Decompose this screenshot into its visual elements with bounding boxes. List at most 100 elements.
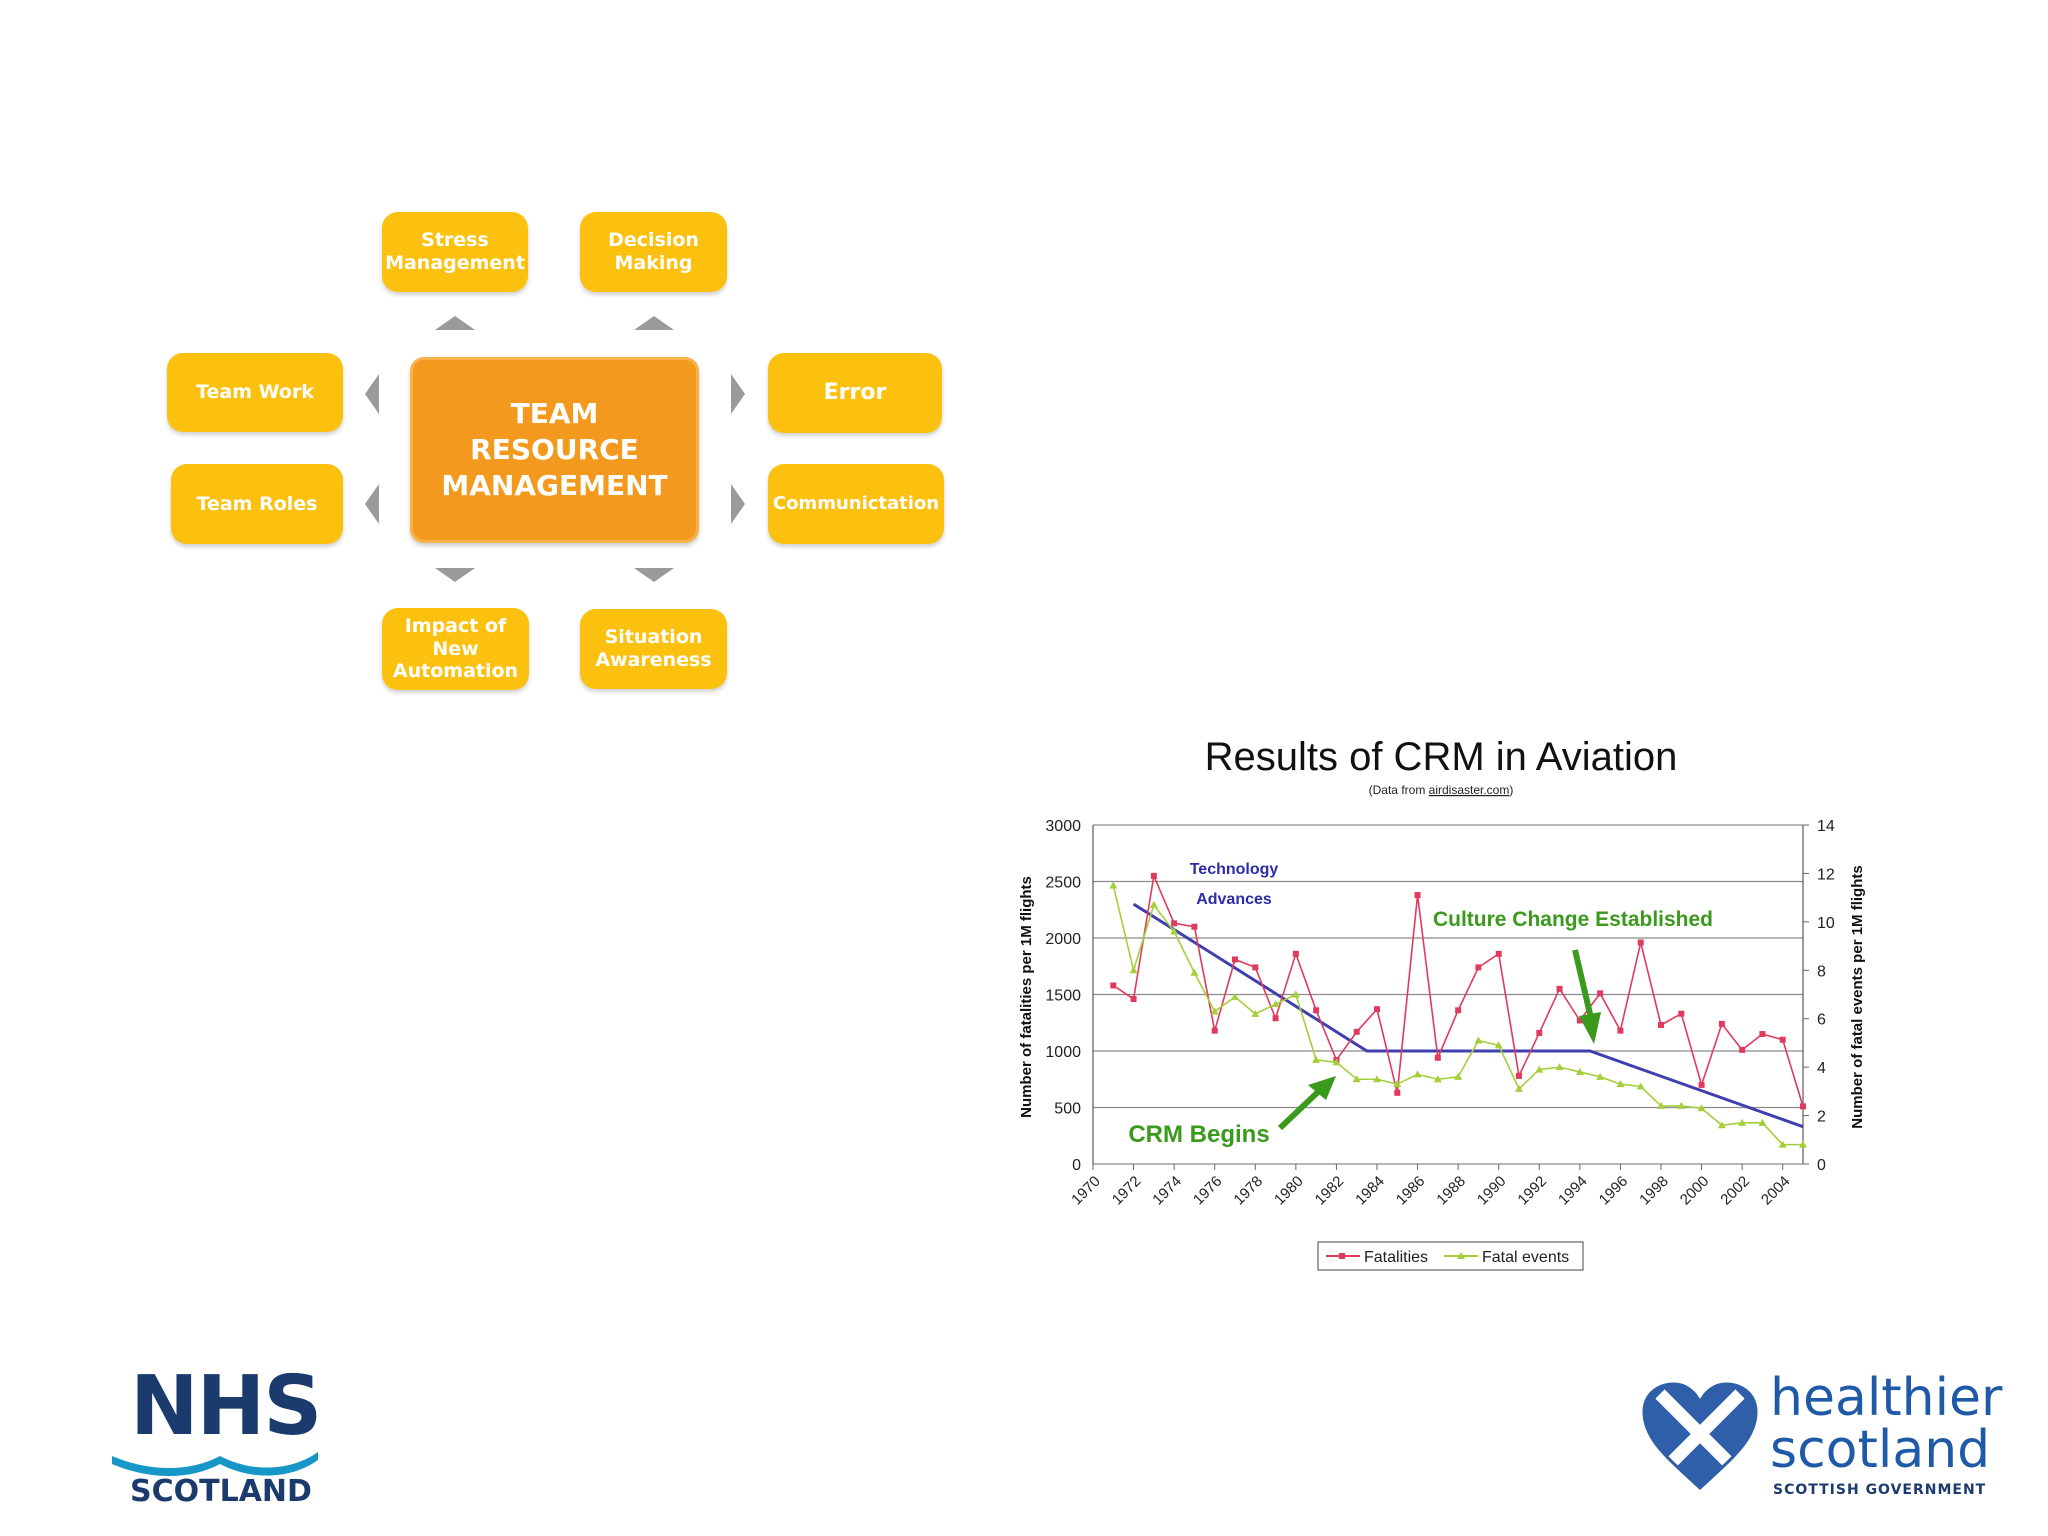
chart-legend: Fatalities Fatal events — [1317, 1241, 1584, 1271]
data-point — [1272, 1015, 1279, 1022]
data-point — [1576, 1017, 1583, 1024]
data-point — [1373, 1075, 1381, 1083]
data-point — [1110, 982, 1117, 989]
x-tick-label: 1982 — [1312, 1173, 1348, 1209]
data-point — [1718, 1020, 1725, 1027]
y2-tick-label: 0 — [1817, 1157, 1826, 1174]
arrow-up-icon — [634, 316, 674, 330]
legend-fatal-events: Fatal events — [1482, 1249, 1569, 1266]
data-point — [1170, 927, 1179, 935]
data-point — [1211, 1027, 1218, 1034]
x-tick-label: 1970 — [1068, 1173, 1104, 1209]
logo-text-government: SCOTTISH GOVERNMENT — [1773, 1482, 1987, 1498]
x-tick-label: 1990 — [1474, 1173, 1510, 1209]
team-work-box: Team Work — [167, 353, 343, 432]
data-point — [1697, 1104, 1706, 1112]
nhs-logo-subtext: SCOTLAND — [130, 1474, 312, 1509]
annotation-crm-begins: CRM Begins — [1128, 1121, 1269, 1148]
x-tick-label: 1976 — [1190, 1173, 1226, 1209]
annotation-culture-change: Culture Change Established — [1433, 908, 1713, 931]
y-tick-label: 2500 — [1045, 875, 1081, 892]
wave-icon — [112, 1452, 318, 1476]
data-point — [1494, 1041, 1503, 1049]
data-point — [1251, 1009, 1260, 1017]
y-tick-label: 1000 — [1045, 1044, 1081, 1061]
data-point — [1556, 985, 1563, 992]
data-point — [1779, 1036, 1786, 1043]
arrow-down-icon — [1572, 949, 1601, 1044]
data-point — [1271, 1000, 1280, 1008]
data-point — [1353, 1028, 1360, 1035]
x-tick-label: 1984 — [1352, 1173, 1388, 1209]
new-automation-box: Impact of New Automation — [382, 608, 529, 690]
data-point — [1516, 1072, 1522, 1079]
data-point — [1413, 1070, 1422, 1078]
data-point — [1678, 1010, 1685, 1017]
data-point — [1394, 1089, 1401, 1096]
data-point — [1474, 1036, 1483, 1044]
data-point — [1738, 1118, 1747, 1126]
team-roles-box: Team Roles — [171, 464, 343, 544]
data-point — [1515, 1084, 1523, 1092]
x-tick-label: 2002 — [1717, 1173, 1753, 1209]
data-point — [1291, 990, 1300, 998]
data-point — [1536, 1029, 1543, 1036]
data-point — [1759, 1031, 1766, 1038]
plot-series — [1109, 872, 1807, 1148]
data-point — [1374, 1006, 1380, 1013]
subtitle-link[interactable]: airdisaster.com — [1429, 783, 1510, 797]
annotation-advances: Advances — [1196, 891, 1272, 908]
data-point — [1475, 964, 1482, 971]
x-tick-label: 1988 — [1433, 1173, 1469, 1209]
data-point — [1636, 1082, 1645, 1090]
logo-text-scotland: scotland — [1770, 1420, 1991, 1480]
nhs-logo-text: NHS — [130, 1359, 322, 1454]
y2-tick-label: 14 — [1817, 818, 1835, 835]
data-point — [1210, 1007, 1219, 1015]
x-tick-label: 1998 — [1636, 1173, 1672, 1209]
arrow-up-right-icon — [1277, 1076, 1336, 1131]
y-tick-label: 3000 — [1045, 818, 1081, 835]
data-point — [1677, 1101, 1686, 1109]
data-point — [1575, 1067, 1584, 1075]
data-point — [1312, 1055, 1321, 1063]
data-point — [1109, 881, 1118, 889]
data-point — [1171, 920, 1178, 927]
chart-subtitle: (Data from airdisaster.com) — [1369, 783, 1514, 797]
y-tick-label: 0 — [1072, 1157, 1081, 1174]
data-point — [1596, 1072, 1605, 1080]
data-point — [1414, 892, 1421, 899]
y2-tick-label: 2 — [1817, 1109, 1826, 1126]
x-tick-label: 1978 — [1230, 1173, 1266, 1209]
y2-tick-label: 10 — [1817, 915, 1835, 932]
data-point — [1799, 1140, 1807, 1148]
chart-title: Results of CRM in Aviation — [1205, 735, 1678, 779]
arrow-down-icon — [634, 568, 674, 582]
data-point — [1800, 1103, 1806, 1110]
communication-box: Communictation — [768, 464, 944, 544]
data-point — [1637, 939, 1644, 946]
y2-axis-label: Number of fatal events per 1M flights — [1849, 865, 1866, 1128]
arrow-left-icon — [365, 374, 379, 414]
data-point — [1149, 900, 1158, 908]
data-point — [1555, 1063, 1564, 1071]
data-point — [1616, 1080, 1625, 1088]
data-point — [1758, 1118, 1767, 1126]
situation-awareness-box: Situation Awareness — [580, 609, 727, 689]
data-point — [1150, 872, 1157, 879]
arrow-down-icon — [435, 568, 475, 582]
x-tick-label: 2004 — [1758, 1173, 1794, 1209]
error-box: Error — [768, 353, 942, 433]
y2-tick-label: 8 — [1817, 963, 1826, 980]
data-point — [1657, 1101, 1665, 1109]
data-point — [1454, 1072, 1463, 1080]
data-point — [1535, 1065, 1544, 1073]
stress-management-box: Stress Management — [382, 212, 528, 292]
decision-making-box: Decision Making — [580, 212, 727, 292]
data-point — [1292, 950, 1299, 957]
healthier-scotland-logo: healthier scotland SCOTTISH GOVERNMENT — [1640, 1368, 2002, 1502]
x-tick-label: 1974 — [1149, 1173, 1185, 1209]
y-tick-label: 2000 — [1045, 931, 1081, 948]
data-point — [1658, 1022, 1664, 1029]
